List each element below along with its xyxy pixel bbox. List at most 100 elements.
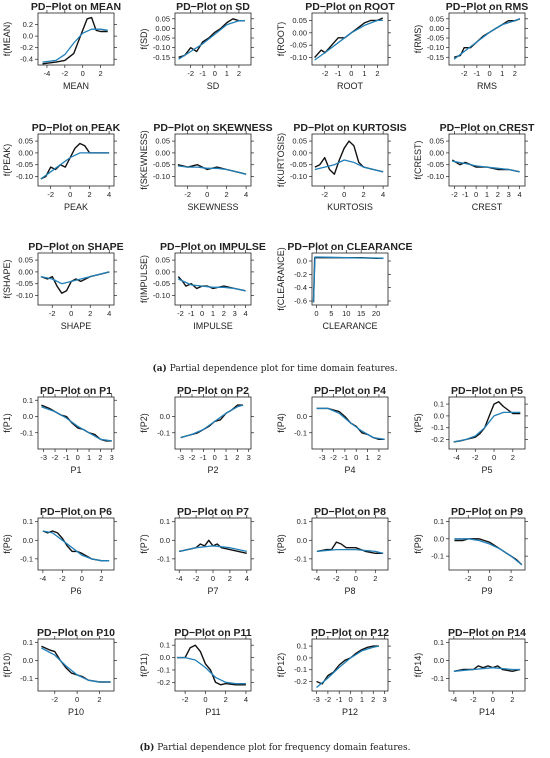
- y-axis-label: f(P10): [2, 653, 12, 678]
- y-tick-label: -0.2: [431, 435, 444, 444]
- y-tick-label: 0.1: [434, 400, 444, 409]
- chart-title: PD−Plot on P9: [451, 506, 523, 518]
- x-tick-label: -1: [342, 453, 349, 462]
- smoothed-curve: [312, 256, 384, 303]
- smoothed-curve: [316, 548, 384, 554]
- y-tick-label: -0.6: [294, 297, 307, 306]
- chart-title: PD−Plot on P1: [40, 385, 112, 397]
- y-axis-label: f(P7): [139, 534, 149, 554]
- y-tick-label: -0.05: [427, 160, 444, 169]
- plot-frame: [311, 133, 389, 187]
- x-tick-label: -2: [47, 190, 54, 199]
- x-tick-label: -2: [333, 574, 340, 583]
- smoothed-curve: [314, 159, 384, 173]
- y-tick-label: -0.05: [153, 160, 170, 169]
- x-tick-label: 2: [371, 695, 375, 704]
- chart-title: PD−Plot on MEAN: [31, 1, 121, 13]
- x-tick-label: 0: [200, 309, 204, 318]
- y-tick-label: 0.0: [160, 536, 170, 545]
- x-tick-label: -1: [188, 309, 195, 318]
- y-axis-label: f(SKEWNESS): [139, 130, 149, 190]
- pd-plot-mean: PD−Plot on MEAN -4 -2 0 2 -0.4 -0.2 0.0 0.2 MEAN f…: [2, 1, 121, 91]
- y-tick-label: -0.2: [294, 677, 307, 686]
- x-axis-label: P14: [479, 707, 495, 717]
- x-tick-label: 0: [213, 453, 217, 462]
- x-axis-label: P10: [68, 707, 84, 717]
- x-tick-label: 2: [362, 190, 366, 199]
- pd-curve: [178, 18, 245, 58]
- pd-plot-p9: PD−Plot on P9 -2 0 2 0.1 0.0 -0.1 P9 f(P9): [413, 506, 528, 596]
- x-tick-label: -4: [451, 695, 458, 704]
- y-tick-label: -0.1: [20, 674, 33, 683]
- caption-frequency-domain: (b) Partial dependence plot for frequenc…: [0, 743, 550, 753]
- chart-title: PD−Plot on P10: [37, 627, 115, 639]
- x-tick-label: 4: [381, 190, 385, 199]
- smoothed-curve: [178, 278, 246, 292]
- x-tick-label: -1: [199, 69, 206, 78]
- chart-title: PD−Plot on CREST: [440, 122, 535, 134]
- x-tick-label: -3: [40, 453, 47, 462]
- y-axis-label: f(ROOT): [276, 22, 286, 57]
- plot-frame: [174, 252, 252, 306]
- y-tick-label: 0.0: [160, 653, 170, 662]
- x-tick-label: 1: [87, 453, 91, 462]
- x-axis-label: PEAK: [64, 202, 88, 212]
- x-tick-label: 2: [88, 190, 92, 199]
- pd-plot-p4: PD−Plot on P4 -3 -2 -1 0 1 2 0.0 -0.1 P4 f(P4): [276, 385, 391, 475]
- x-tick-label: 1: [360, 695, 364, 704]
- x-axis-label: CLEARANCE: [322, 321, 377, 331]
- pd-plot-peak: PD−Plot on PEAK -2 0 2 4 0.05 0.00 -0.05 -0.10 PE…: [2, 122, 121, 212]
- x-tick-label: -1: [200, 453, 207, 462]
- pd-curve: [177, 644, 246, 686]
- x-tick-label: 0: [68, 190, 72, 199]
- chart-title: PD−Plot on P7: [177, 506, 249, 518]
- x-tick-label: -2: [470, 695, 477, 704]
- plot-frame: [37, 638, 115, 692]
- x-tick-label: 1: [211, 309, 215, 318]
- x-tick-label: 0: [205, 190, 209, 199]
- y-tick-label: 0.1: [434, 517, 444, 526]
- x-tick-label: 0: [354, 574, 358, 583]
- x-tick-label: 0: [81, 69, 85, 78]
- chart-title: PD−Plot on CLEARANCE: [287, 241, 412, 253]
- y-tick-label: -0.10: [427, 172, 444, 181]
- x-tick-label: 4: [245, 574, 249, 583]
- plot-frame: [311, 396, 389, 450]
- x-tick-label: 2: [235, 453, 239, 462]
- x-tick-label: -1: [336, 695, 343, 704]
- plot-frame: [37, 396, 115, 450]
- y-tick-label: 0.0: [297, 412, 307, 421]
- pd-curve: [454, 538, 523, 566]
- plot-frame: [448, 133, 526, 187]
- plot-frame: [311, 517, 389, 571]
- pd-curve: [316, 407, 385, 440]
- x-axis-label: P11: [205, 707, 220, 717]
- y-axis-label: f(KURTOSIS): [276, 133, 286, 187]
- x-axis-label: SD: [207, 81, 220, 91]
- smoothed-curve: [316, 645, 380, 688]
- x-tick-label: -4: [176, 574, 183, 583]
- x-axis-label: CREST: [472, 202, 503, 212]
- x-axis-label: P1: [70, 465, 81, 475]
- pd-plot-rms: PD−Plot on RMS -2 -1 0 1 2 0.050.00-0.05-0.10-…: [413, 1, 528, 91]
- pd-plot-p2: PD−Plot on P2 -3 -2 -1 0 1 2 3 0.0 -0.1 P2 f(P2): [139, 385, 254, 475]
- plot-frame: [37, 12, 115, 66]
- x-tick-label: 2: [496, 190, 500, 199]
- chart-title: PD−Plot on SKEWNESS: [153, 122, 272, 134]
- chart-title: PD−Plot on P14: [448, 627, 526, 639]
- x-tick-label: -4: [40, 574, 47, 583]
- smoothed-curve: [453, 411, 521, 443]
- x-tick-label: 4: [244, 190, 248, 199]
- x-axis-label: P2: [207, 465, 218, 475]
- pd-curve: [453, 401, 521, 443]
- caption-b-text: Partial dependence plot for frequency do…: [157, 743, 411, 753]
- smoothed-curve: [42, 28, 108, 63]
- y-tick-label: -0.1: [157, 428, 170, 437]
- pd-plot-p5: PD−Plot on P5 -4 -2 0 2 0.1 0.0 -0.1 -0.2 P5 f(P5): [413, 385, 528, 475]
- pd-plot-root: PD−Plot on ROOT -2 -1 0 1 2 0.05 0.00 -0.05 -0.10…: [276, 1, 395, 91]
- y-axis-label: f(SHAPE): [2, 259, 12, 298]
- y-axis-label: f(MEAN): [2, 22, 12, 57]
- x-tick-label: 2: [97, 695, 101, 704]
- y-tick-label: -0.10: [153, 172, 170, 181]
